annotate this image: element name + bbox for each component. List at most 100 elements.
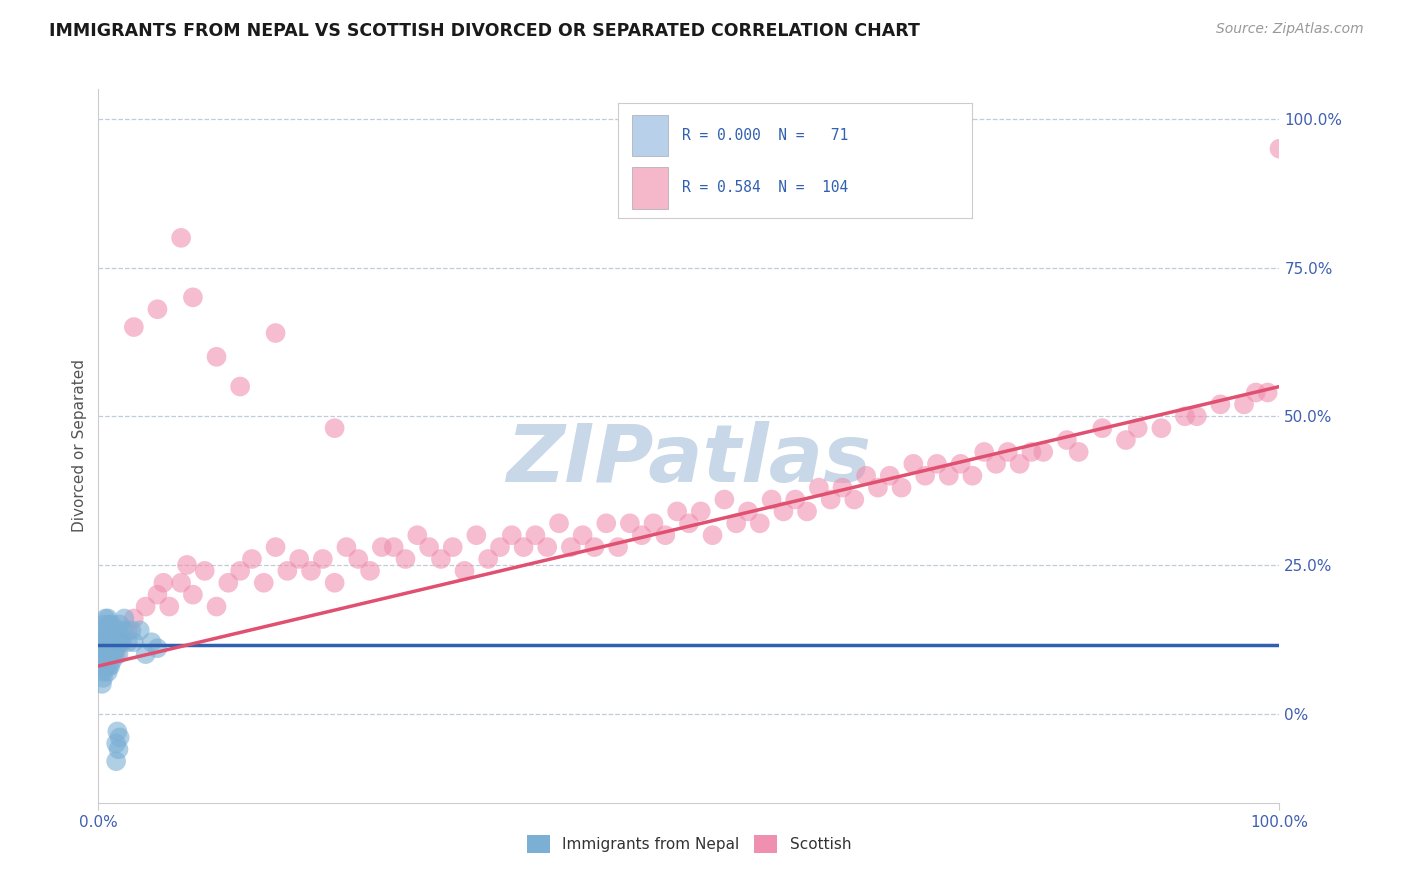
Point xyxy=(146,641,169,656)
Legend: Immigrants from Nepal, Scottish: Immigrants from Nepal, Scottish xyxy=(520,829,858,859)
Point xyxy=(108,617,131,632)
Point xyxy=(93,617,115,632)
Point xyxy=(91,671,114,685)
Point xyxy=(217,575,239,590)
Point xyxy=(205,599,228,614)
Point xyxy=(205,350,228,364)
Point xyxy=(91,624,114,638)
Point xyxy=(997,445,1019,459)
Point xyxy=(938,468,960,483)
Point xyxy=(194,564,217,578)
Point xyxy=(855,468,877,483)
Point xyxy=(654,528,676,542)
Point xyxy=(111,635,134,649)
Point xyxy=(97,641,120,656)
Point xyxy=(101,629,124,643)
Point xyxy=(666,504,689,518)
Point xyxy=(100,617,122,632)
Point xyxy=(453,564,475,578)
Point xyxy=(264,326,287,340)
Point xyxy=(105,641,128,656)
Point xyxy=(128,624,150,638)
Point xyxy=(359,564,381,578)
Point xyxy=(949,457,972,471)
Point xyxy=(122,635,145,649)
Point xyxy=(890,481,912,495)
Point xyxy=(105,754,128,768)
Point xyxy=(97,665,120,679)
Point xyxy=(643,516,665,531)
Point xyxy=(146,588,169,602)
Point xyxy=(98,624,121,638)
Point xyxy=(100,641,122,656)
Point xyxy=(91,665,114,679)
Point xyxy=(107,742,129,756)
Point xyxy=(713,492,735,507)
Point xyxy=(1115,433,1137,447)
Point xyxy=(98,617,121,632)
Point xyxy=(1268,142,1291,156)
Point xyxy=(536,540,558,554)
Point xyxy=(903,457,925,471)
Point xyxy=(98,647,121,661)
Point xyxy=(122,611,145,625)
Point xyxy=(96,629,118,643)
Point xyxy=(94,647,117,661)
Point xyxy=(914,468,936,483)
Point xyxy=(103,624,125,638)
Point xyxy=(91,677,114,691)
Point xyxy=(93,659,115,673)
Point xyxy=(702,528,724,542)
Point xyxy=(630,528,652,542)
Point xyxy=(501,528,523,542)
Point xyxy=(157,599,180,614)
Text: Source: ZipAtlas.com: Source: ZipAtlas.com xyxy=(1216,22,1364,37)
Point xyxy=(91,635,114,649)
Point xyxy=(1244,385,1267,400)
Point xyxy=(772,504,794,518)
Point xyxy=(406,528,429,542)
Point xyxy=(678,516,700,531)
Point xyxy=(430,552,453,566)
Point xyxy=(110,635,132,649)
Point xyxy=(323,575,346,590)
Point xyxy=(512,540,534,554)
Y-axis label: Divorced or Separated: Divorced or Separated xyxy=(72,359,87,533)
Point xyxy=(100,624,122,638)
Point xyxy=(1091,421,1114,435)
Point xyxy=(229,379,252,393)
Point xyxy=(1257,385,1279,400)
Point xyxy=(141,635,163,649)
Point xyxy=(170,575,193,590)
Point xyxy=(1126,421,1149,435)
Point xyxy=(117,635,139,649)
Point xyxy=(524,528,547,542)
Point xyxy=(104,635,127,649)
Text: IMMIGRANTS FROM NEPAL VS SCOTTISH DIVORCED OR SEPARATED CORRELATION CHART: IMMIGRANTS FROM NEPAL VS SCOTTISH DIVORC… xyxy=(49,22,920,40)
Point xyxy=(725,516,748,531)
Point xyxy=(229,564,252,578)
Point xyxy=(382,540,405,554)
Point xyxy=(335,540,357,554)
Point xyxy=(312,552,335,566)
Point xyxy=(91,659,114,673)
Point xyxy=(181,588,204,602)
Point xyxy=(796,504,818,518)
Point xyxy=(264,540,287,554)
Point xyxy=(879,468,901,483)
Point xyxy=(93,653,115,667)
Point xyxy=(94,611,117,625)
Point xyxy=(820,492,842,507)
Point xyxy=(108,731,131,745)
Point xyxy=(96,659,118,673)
Point xyxy=(176,558,198,572)
Point xyxy=(105,724,128,739)
Point xyxy=(831,481,853,495)
Point xyxy=(785,492,807,507)
Point xyxy=(1056,433,1078,447)
Point xyxy=(152,575,174,590)
Point xyxy=(418,540,440,554)
Point xyxy=(96,641,118,656)
Point xyxy=(240,552,263,566)
Point xyxy=(323,421,346,435)
